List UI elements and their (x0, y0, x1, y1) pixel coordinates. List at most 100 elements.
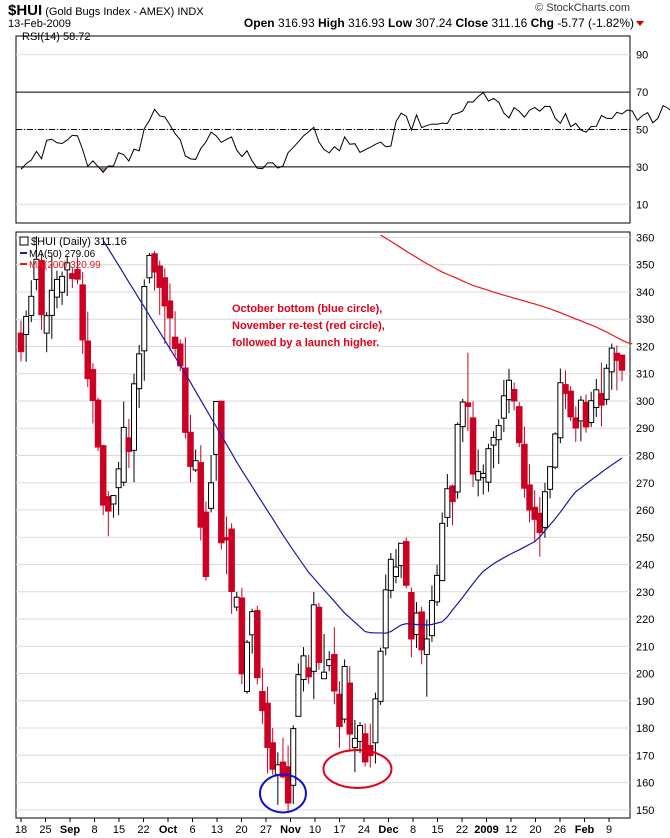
candle-body-down (567, 390, 574, 418)
x-tick-label: Nov (280, 824, 302, 836)
price-tick-label: 290 (636, 423, 654, 435)
candle-body-down (536, 512, 544, 534)
candle-body-up (274, 764, 281, 776)
annotation-line: November re-test (red circle), (232, 320, 385, 332)
candle-body-up (28, 295, 35, 316)
candle-body-up (485, 448, 492, 483)
candle-body-up (48, 289, 55, 316)
price-frame (15, 231, 631, 819)
candle-body-up (208, 482, 215, 509)
x-tick-label: 15 (113, 824, 125, 836)
x-tick-label: 22 (137, 824, 149, 836)
candle-body-up (120, 426, 127, 483)
x-tick-label: 20 (529, 824, 541, 836)
candle-body-down (84, 340, 92, 380)
candle-body-down (464, 402, 472, 407)
rsi-oversold-fill (98, 166, 109, 173)
symbol-title: $HUI (Gold Bugs Index - AMEX) INDX (8, 2, 204, 19)
ma50-line (102, 240, 623, 634)
candle-body-down (151, 253, 158, 273)
candle-body-up (249, 611, 256, 636)
candle-body-up (115, 468, 122, 489)
price-legend-main: $HUI (Daily) 311.16 (31, 236, 127, 248)
october-bottom-circle (258, 773, 307, 814)
candle-body-up (495, 425, 502, 441)
x-tick-label: 26 (554, 824, 566, 836)
price-tick-label: 350 (636, 260, 654, 272)
candle-body-up (213, 401, 220, 455)
candle-body-down (403, 541, 410, 586)
candle-body-down (331, 653, 338, 692)
x-tick-label: 8 (410, 824, 416, 836)
candle-body-up (490, 437, 497, 446)
candle-body-up (244, 641, 251, 693)
rsi-line (20, 91, 670, 174)
price-tick-label: 330 (636, 314, 654, 326)
price-tick-label: 270 (636, 478, 654, 490)
candle-body-down (418, 611, 425, 651)
candle-body-down (171, 336, 179, 349)
candle-body-down (598, 393, 605, 406)
x-tick-label: 6 (189, 824, 195, 836)
down-arrow-icon (636, 21, 644, 26)
candle-body-up (146, 254, 153, 279)
candle-body-up (500, 395, 507, 419)
symbol-exchange: INDX (177, 6, 204, 18)
candle-body-down (305, 667, 312, 678)
candle-body-down (572, 417, 580, 429)
price-tick-label: 150 (636, 805, 654, 817)
rsi-tick-label: 90 (636, 50, 648, 62)
x-tick-label: 18 (15, 824, 27, 836)
candle-body-down (99, 445, 107, 506)
candle-body-down (79, 284, 86, 341)
candle-body-down (284, 766, 292, 804)
candle-body-down (618, 354, 626, 371)
candle-body-up (326, 659, 333, 667)
candle-body-down (218, 400, 225, 544)
price-tick-label: 310 (636, 369, 654, 381)
candle-body-down (336, 693, 343, 727)
candle-body-down (510, 389, 518, 402)
candle-body-down (94, 399, 102, 448)
symbol-name: (Gold Bugs Index - AMEX) (45, 6, 175, 18)
candle-body-up (423, 638, 430, 655)
candle-body-up (541, 491, 548, 528)
candle-body-up (475, 471, 482, 481)
candle-body-up (577, 399, 584, 422)
rsi-tick-label: 10 (636, 199, 648, 211)
price-legend-ma50: MA(50) 279.06 (29, 249, 96, 260)
candle-body-up (131, 383, 138, 451)
x-tick-label: Dec (378, 824, 398, 836)
candle-body-up (428, 599, 435, 637)
open-label: Open (243, 16, 275, 30)
candle-body-up (59, 275, 66, 293)
candle-body-down (228, 528, 235, 593)
price-tick-label: 300 (636, 396, 654, 408)
x-tick-label: 27 (260, 824, 272, 836)
price-tick-label: 260 (636, 505, 654, 517)
chart-date: 13-Feb-2009 (8, 18, 71, 30)
price-tick-label: 320 (636, 341, 654, 353)
candle-body-up (321, 671, 328, 680)
candle-body-down (17, 332, 25, 353)
candle-body-up (141, 286, 148, 352)
candle-body-down (187, 431, 194, 467)
candle-body-up (547, 466, 554, 490)
candle-body-down (562, 384, 569, 394)
low-value: 307.24 (415, 16, 453, 30)
candle-body-up (439, 522, 446, 582)
x-tick-label: 10 (309, 824, 321, 836)
rsi-panel: 10 30 50 70 90 RSI(14) 58.72 (15, 31, 670, 224)
candle-body-down (526, 484, 533, 511)
candle-body-up (53, 278, 60, 298)
candle-body-up (372, 698, 379, 744)
candle-body-up (300, 655, 307, 681)
candle-body-up (295, 674, 302, 717)
candle-body-up (398, 542, 405, 567)
candle-body-up (136, 353, 143, 390)
candle-body-down (202, 511, 210, 578)
candle-body-up (603, 367, 610, 400)
candle-body-up (454, 423, 461, 493)
